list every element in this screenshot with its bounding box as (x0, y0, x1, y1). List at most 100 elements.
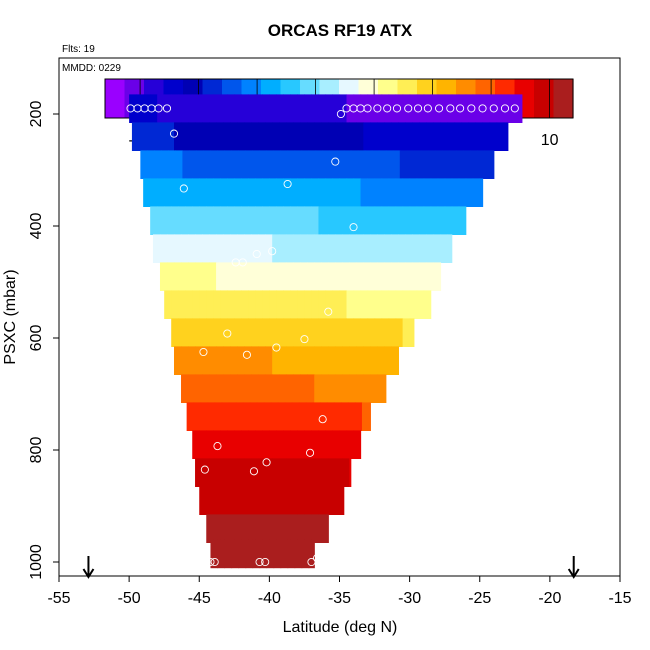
heatmap-cell (307, 262, 315, 291)
heatmap-cell (262, 94, 270, 123)
heatmap-cell (290, 206, 299, 235)
heatmap-cell (336, 150, 345, 179)
plot-area (82, 94, 580, 579)
heatmap-cell (384, 262, 392, 291)
heatmap-cell (262, 318, 270, 347)
heatmap-cell (216, 374, 224, 403)
heatmap-cell (290, 318, 299, 347)
heatmap-cell (223, 234, 231, 263)
heatmap-cell (272, 234, 280, 263)
heatmap-cell (412, 234, 421, 263)
heatmap-cell (224, 539, 233, 569)
heatmap-cell (367, 206, 376, 235)
heatmap-cell (238, 150, 247, 179)
heatmap-cell (269, 430, 277, 459)
heatmap-cell (319, 402, 328, 431)
heatmap-cell (178, 178, 186, 207)
heatmap-cell (384, 346, 392, 375)
x-tick-label: -35 (328, 590, 351, 607)
heatmap-cell (346, 178, 355, 207)
x-tick-label: -30 (398, 590, 421, 607)
heatmap-cell (409, 318, 415, 347)
heatmap-cell (335, 374, 343, 403)
heatmap-cell (199, 430, 207, 459)
heatmap-cell (342, 262, 350, 291)
heatmap-cell (234, 318, 242, 347)
heatmap-cell (286, 122, 294, 151)
heatmap-cell (265, 234, 273, 263)
heatmap-cell (202, 262, 210, 291)
heatmap-cell (315, 150, 324, 179)
heatmap-cell (196, 150, 205, 179)
heatmap-cell (181, 374, 189, 403)
heatmap-cell (420, 150, 429, 179)
heatmap-cell (248, 318, 256, 347)
heatmap-cell (496, 122, 505, 151)
heatmap-cell (185, 206, 193, 235)
heatmap-cell (476, 150, 485, 179)
sample-point (413, 104, 423, 113)
heatmap-cell (388, 318, 397, 347)
heatmap-cell (276, 206, 284, 235)
heatmap-cell (314, 346, 322, 375)
heatmap-cell (213, 514, 221, 543)
heatmap-cell (234, 514, 242, 543)
heatmap-cell (328, 346, 336, 375)
heatmap-cell (503, 122, 509, 151)
heatmap-cell (346, 290, 355, 319)
heatmap-cell (381, 318, 390, 347)
heatmap-cell (252, 150, 261, 179)
heatmap-cell (286, 458, 294, 487)
x-tick-label: -40 (258, 590, 281, 607)
heatmap-cell (255, 94, 263, 123)
heatmap-cell (423, 206, 432, 235)
heatmap-cell (166, 234, 175, 263)
heatmap-cell (318, 178, 327, 207)
heatmap-cell (377, 262, 385, 291)
heatmap-cell (203, 150, 212, 179)
heatmap-cell (237, 122, 245, 151)
heatmap-cell (290, 290, 299, 319)
heatmap-cell (217, 539, 226, 569)
heatmap-cell (192, 318, 200, 347)
heatmap-cell (145, 122, 154, 151)
sample-point (283, 179, 292, 189)
heatmap-cell (402, 94, 411, 123)
heatmap-cell (284, 402, 293, 431)
heatmap-cell (202, 374, 210, 403)
heatmap-cell (283, 486, 292, 515)
heatmap-cell (230, 374, 238, 403)
heatmap-cell (185, 94, 193, 123)
heatmap-cell (234, 94, 242, 123)
heatmap-cell (479, 94, 488, 123)
heatmap-cell (228, 402, 237, 431)
heatmap-cell (269, 514, 277, 543)
heatmap-cell (262, 430, 270, 459)
sample-point (510, 104, 519, 113)
heatmap-cell (342, 458, 350, 487)
heatmap-cell (164, 206, 172, 235)
heatmap-cell (297, 94, 306, 123)
sample-point (478, 104, 487, 113)
heatmap-cell (244, 374, 252, 403)
heatmap-cell (416, 94, 425, 123)
heatmap-cell (199, 206, 207, 235)
heatmap-cell (258, 374, 266, 403)
heatmap-cell (451, 178, 460, 207)
heatmap-cell (171, 206, 179, 235)
sample-point (467, 104, 476, 113)
heatmap-cell (217, 150, 226, 179)
sample-point (200, 465, 209, 474)
heatmap-cell (406, 150, 415, 179)
heatmap-cell (269, 94, 277, 123)
heatmap-cell (221, 402, 230, 431)
heatmap-cell (381, 94, 390, 123)
sample-point (268, 247, 277, 256)
sample-point (456, 104, 465, 113)
heatmap-cell (479, 178, 484, 207)
heatmap-cell (402, 178, 411, 207)
heatmap-cell (483, 150, 492, 179)
heatmap-cell (426, 234, 435, 263)
heatmap-cell (272, 374, 280, 403)
heatmap-cell (395, 178, 404, 207)
